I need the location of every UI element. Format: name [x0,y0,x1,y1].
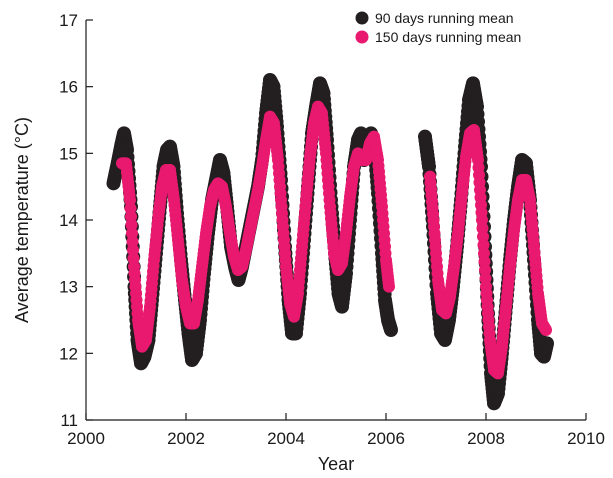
data-marks [106,73,554,411]
x-ticks: 2000 2002 2004 2006 2008 2010 [67,413,605,448]
y-tick-label-16: 16 [59,78,78,97]
y-tick-label-14: 14 [59,211,78,230]
legend: 90 days running mean 150 days running mea… [355,10,521,45]
y-tick-label-13: 13 [59,278,78,297]
y-tick-label-15: 15 [59,144,78,163]
series-2-point [383,280,395,293]
y-tick-label-12: 12 [59,344,78,363]
series-2-point [540,324,552,336]
series-2 [116,100,552,380]
x-axis-title: Year [318,454,354,474]
x-tick-label-2004: 2004 [267,429,305,448]
x-tick-label-2000: 2000 [67,429,105,448]
x-tick-label-2006: 2006 [367,429,405,448]
y-tick-label-11: 11 [60,411,78,430]
series-1-point [384,323,398,337]
x-tick-label-2002: 2002 [167,429,205,448]
x-tick-label-2008: 2008 [467,429,505,448]
legend-label-2: 150 days running mean [375,29,521,45]
y-axis-title: Average temperature (°C) [12,117,32,323]
legend-marker-1 [355,11,369,25]
x-tick-label-2010: 2010 [567,429,605,448]
legend-marker-2 [355,30,369,44]
series-1-point [540,336,554,351]
legend-label-1: 90 days running mean [375,10,514,26]
y-ticks: 11 12 13 14 15 16 17 [59,11,93,430]
y-tick-label-17: 17 [59,11,78,30]
